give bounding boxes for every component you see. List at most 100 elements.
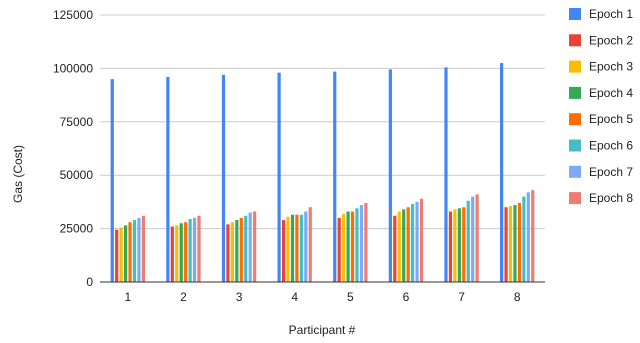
x-tick-label: 7 <box>458 290 465 304</box>
legend-swatch <box>569 139 581 152</box>
bar <box>337 217 341 282</box>
bar <box>526 192 530 282</box>
x-axis-ticks: 1 2 3 4 5 6 7 8 <box>124 290 520 304</box>
y-axis-ticks: 0 25000 50000 75000 100000 125000 <box>53 8 93 289</box>
x-tick-label: 4 <box>291 290 298 304</box>
y-tick-label: 125000 <box>53 8 93 22</box>
bar <box>448 211 453 282</box>
bar <box>281 220 286 282</box>
x-tick-label: 1 <box>124 290 131 304</box>
x-tick-label: 6 <box>403 290 410 304</box>
bar <box>141 215 145 282</box>
legend-label: Epoch 4 <box>589 86 633 100</box>
legend-swatch <box>569 8 581 20</box>
bar <box>402 209 406 282</box>
bar <box>244 215 248 282</box>
legend-item: Epoch 4 <box>569 86 633 100</box>
bar <box>192 217 197 282</box>
bar <box>393 215 397 282</box>
bar <box>128 222 132 282</box>
bar <box>517 202 522 282</box>
bar <box>508 206 513 282</box>
bar <box>197 215 201 282</box>
legend-swatch <box>569 192 581 205</box>
legend-swatch <box>569 113 581 126</box>
legend-label: Epoch 8 <box>589 191 633 205</box>
bar <box>235 220 239 282</box>
bar <box>248 212 252 282</box>
bar <box>308 207 312 282</box>
y-tick-label: 75000 <box>60 115 94 129</box>
bar <box>346 211 350 282</box>
bar <box>415 201 419 282</box>
bar <box>466 200 470 282</box>
legend-item: Epoch 5 <box>569 112 633 126</box>
bar <box>359 205 364 282</box>
bar <box>175 225 179 282</box>
bar <box>513 205 517 282</box>
legend-swatch <box>569 86 581 99</box>
bar <box>230 222 234 282</box>
legend-item: Epoch 8 <box>569 191 633 205</box>
bar <box>253 211 257 282</box>
legend-label: Epoch 5 <box>589 112 633 126</box>
bar <box>471 196 475 282</box>
legend-item: Epoch 7 <box>569 165 633 179</box>
y-tick-label: 0 <box>86 275 93 289</box>
legend-item: Epoch 6 <box>569 139 633 153</box>
legend: Epoch 1 Epoch 2 Epoch 3 Epoch 4 Epoch 5 Epoch… <box>569 7 633 205</box>
bar <box>221 74 226 282</box>
bar <box>462 207 466 282</box>
bar <box>411 204 415 282</box>
bar <box>397 211 401 282</box>
bar <box>457 208 461 282</box>
y-tick-label: 25000 <box>60 222 94 236</box>
bar <box>295 214 299 282</box>
legend-label: Epoch 6 <box>589 139 633 153</box>
bar <box>406 207 410 282</box>
legend-label: Epoch 3 <box>589 60 633 74</box>
bar <box>123 225 128 282</box>
bar <box>350 211 355 282</box>
bar <box>531 190 535 282</box>
bar <box>170 226 174 282</box>
bar <box>444 67 448 282</box>
x-tick-label: 2 <box>180 290 187 304</box>
bar <box>419 198 424 282</box>
bar <box>304 211 308 282</box>
bar <box>188 218 192 282</box>
bar <box>115 229 119 282</box>
y-axis-title: Gas (Cost) <box>11 145 25 203</box>
bar <box>342 213 346 282</box>
x-axis-title: Participant # <box>289 323 356 337</box>
legend-item: Epoch 1 <box>569 7 633 21</box>
bar <box>475 194 479 282</box>
legend-swatch <box>569 34 581 47</box>
bar <box>333 71 337 282</box>
legend-swatch <box>569 60 581 73</box>
bar <box>277 72 281 282</box>
legend-item: Epoch 3 <box>569 60 633 74</box>
bar <box>500 63 504 283</box>
x-tick-label: 3 <box>236 290 243 304</box>
bar <box>119 227 123 282</box>
x-tick-label: 8 <box>514 290 521 304</box>
bar <box>179 223 183 282</box>
bar <box>132 220 137 282</box>
bar <box>299 214 303 282</box>
y-tick-label: 50000 <box>60 168 94 182</box>
legend-label: Epoch 2 <box>589 33 633 47</box>
bars <box>110 63 535 283</box>
legend-item: Epoch 2 <box>569 33 633 47</box>
bar <box>137 217 141 282</box>
bar <box>453 209 457 282</box>
x-tick-label: 5 <box>347 290 354 304</box>
bar <box>290 214 295 282</box>
bar <box>388 69 392 282</box>
legend-label: Epoch 7 <box>589 165 633 179</box>
bar <box>355 208 359 282</box>
bar <box>239 217 243 282</box>
y-tick-label: 100000 <box>53 61 93 75</box>
bar <box>504 207 508 282</box>
bar <box>286 216 290 282</box>
